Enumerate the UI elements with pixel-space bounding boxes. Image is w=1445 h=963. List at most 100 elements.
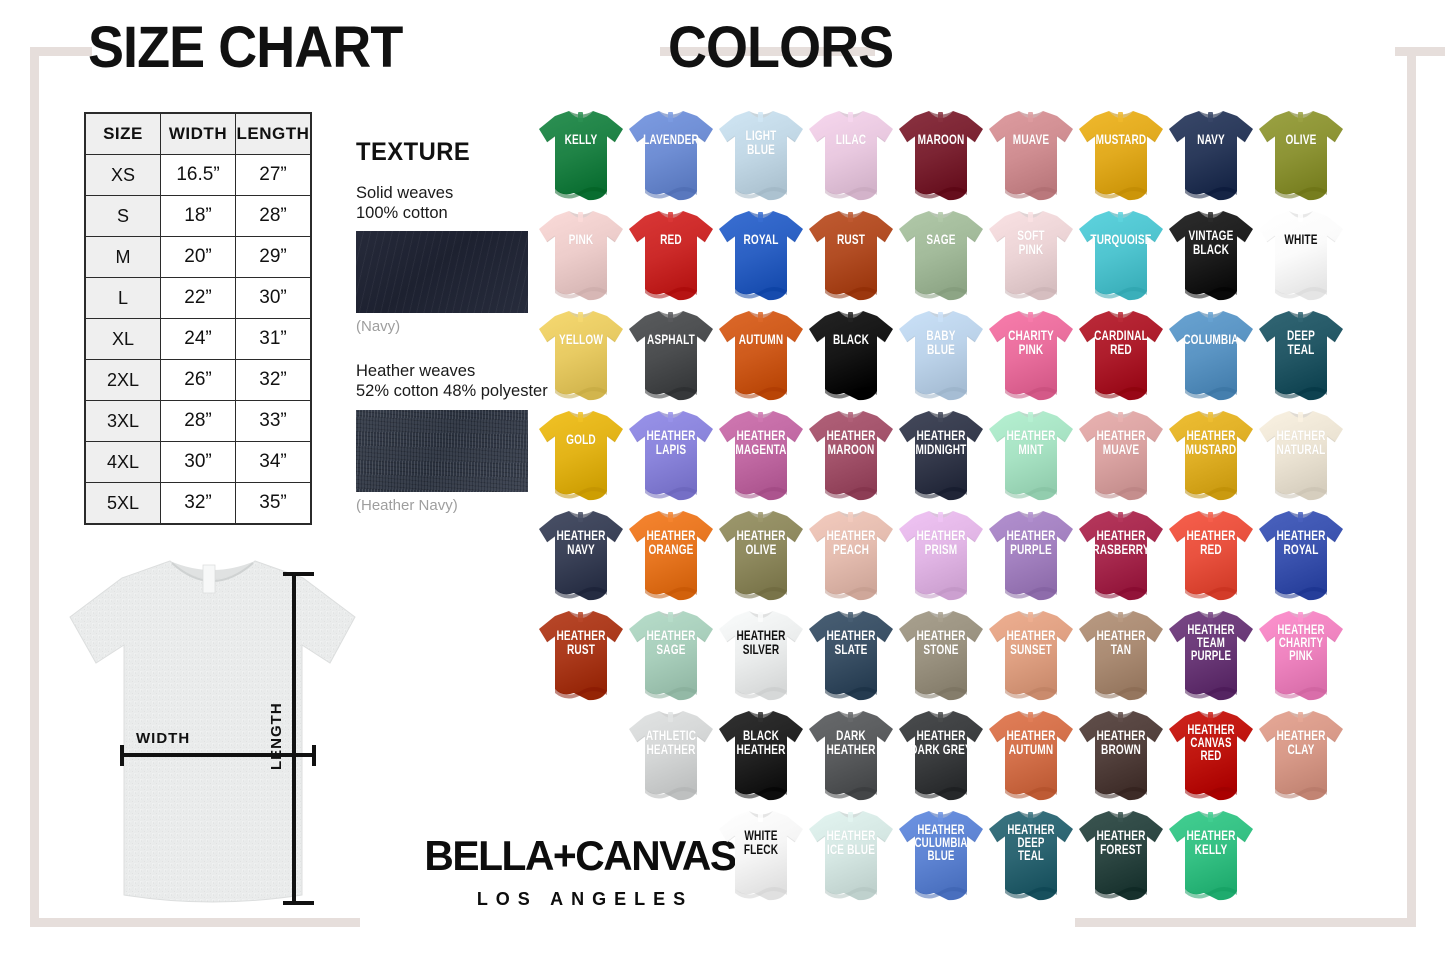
color-swatch-tee[interactable]: HEATHER CULUMBIA BLUE	[896, 805, 986, 905]
color-swatch-tee[interactable]: SAGE	[896, 205, 986, 305]
color-swatch-tee[interactable]: AUTUMN	[716, 305, 806, 405]
color-swatch-tee[interactable]: HEATHER MINT	[986, 405, 1076, 505]
page-title-size-chart: SIZE CHART	[88, 15, 403, 80]
color-swatch-tee[interactable]: GOLD	[536, 405, 626, 505]
brand-name: BELLA+CANVAS®	[381, 832, 788, 880]
color-swatch-tee[interactable]: HEATHER OLIVE	[716, 505, 806, 605]
color-swatch-tee[interactable]: ATHLETIC HEATHER	[626, 705, 716, 805]
color-swatch-tee[interactable]: HEATHER DARK GREY	[896, 705, 986, 805]
color-swatch-tee[interactable]: COLUMBIA	[1166, 305, 1256, 405]
color-row: KELLY LAVENDER LIGHT BLUE	[536, 105, 1436, 205]
frame-corner-top-right	[1395, 47, 1445, 56]
color-swatch-tee[interactable]: BLACK	[806, 305, 896, 405]
color-swatch-tee[interactable]: OLIVE	[1256, 105, 1346, 205]
texture-panel: TEXTURE Solid weaves 100% cotton (Navy) H…	[356, 138, 556, 514]
color-swatch-tee[interactable]: HEATHER ORANGE	[626, 505, 716, 605]
color-swatch-tee[interactable]: HEATHER SAGE	[626, 605, 716, 705]
color-swatch-tee[interactable]: HEATHER FOREST	[1076, 805, 1166, 905]
table-row: S 18” 28”	[84, 195, 312, 237]
color-swatch-tee[interactable]: HEATHER MIDNIGHT	[896, 405, 986, 505]
color-swatch-tee[interactable]: HEATHER LAPIS	[626, 405, 716, 505]
cell-width: 20”	[160, 236, 236, 278]
cell-width: 32”	[160, 482, 236, 525]
solid-weave-description: Solid weaves 100% cotton	[356, 184, 454, 223]
color-swatch-tee[interactable]: TURQUOISE	[1076, 205, 1166, 305]
frame-right-border	[1407, 47, 1416, 927]
color-swatch-tee[interactable]: HEATHER KELLY	[1166, 805, 1256, 905]
color-swatch-tee[interactable]: ROYAL	[716, 205, 806, 305]
color-swatch-tee[interactable]: HEATHER MUSTARD	[1166, 405, 1256, 505]
table-row: L 22” 30”	[84, 277, 312, 319]
cell-length: 34”	[235, 441, 312, 483]
color-swatch-tee[interactable]: HEATHER PRISM	[896, 505, 986, 605]
color-swatch-tee[interactable]: HEATHER CHARITY PINK	[1256, 605, 1346, 705]
color-swatch-tee[interactable]: CARDINAL RED	[1076, 305, 1166, 405]
color-swatch-tee[interactable]: ASPHALT	[626, 305, 716, 405]
color-swatch-tee[interactable]: RUST	[806, 205, 896, 305]
color-swatch-tee[interactable]: CHARITY PINK	[986, 305, 1076, 405]
color-swatch-tee[interactable]: HEATHER RUST	[536, 605, 626, 705]
color-swatch-tee[interactable]: YELLOW	[536, 305, 626, 405]
color-swatch-tee[interactable]: LIGHT BLUE	[716, 105, 806, 205]
heather-weave-swatch	[356, 409, 528, 492]
color-swatch-tee[interactable]: HEATHER RED	[1166, 505, 1256, 605]
color-swatch-tee[interactable]: HEATHER DEEP TEAL	[986, 805, 1076, 905]
color-swatch-tee[interactable]: LAVENDER	[626, 105, 716, 205]
frame-left-border	[30, 47, 39, 927]
color-row: PINK RED ROYAL	[536, 205, 1436, 305]
color-swatch-tee[interactable]: WHITE	[1256, 205, 1346, 305]
column-header-length: LENGTH	[235, 112, 312, 155]
cell-length: 27”	[235, 154, 312, 196]
color-swatch-tee[interactable]: HEATHER CLAY	[1256, 705, 1346, 805]
measurement-diagram-shirt	[62, 545, 362, 930]
color-swatch-tee[interactable]: HEATHER SUNSET	[986, 605, 1076, 705]
cell-size: 2XL	[84, 359, 161, 401]
color-swatch-tee[interactable]: HEATHER MAROON	[806, 405, 896, 505]
color-swatch-tee[interactable]: HEATHER RASBERRY	[1076, 505, 1166, 605]
color-swatch-grid: KELLY LAVENDER LIGHT BLUE	[536, 105, 1436, 905]
cell-size: XL	[84, 318, 161, 360]
color-row: ATHLETIC HEATHER BLACK HEATHER	[536, 705, 1436, 805]
cell-length: 33”	[235, 400, 312, 442]
color-swatch-tee[interactable]: BLACK HEATHER	[716, 705, 806, 805]
color-swatch-tee[interactable]: VINTAGE BLACK	[1166, 205, 1256, 305]
color-swatch-tee[interactable]: HEATHER STONE	[896, 605, 986, 705]
color-swatch-tee[interactable]: MUSTARD	[1076, 105, 1166, 205]
color-swatch-tee[interactable]: HEATHER NAVY	[536, 505, 626, 605]
color-swatch-tee[interactable]: PINK	[536, 205, 626, 305]
color-swatch-tee[interactable]: LILAC	[806, 105, 896, 205]
color-row: WHITE FLECK HEATHER ICE BLUE H	[536, 805, 1436, 905]
solid-weave-caption: (Navy)	[356, 318, 401, 336]
cell-size: L	[84, 277, 161, 319]
color-swatch-tee[interactable]: DEEP TEAL	[1256, 305, 1346, 405]
color-swatch-tee[interactable]: RED	[626, 205, 716, 305]
color-swatch-tee[interactable]: HEATHER MAGENTA	[716, 405, 806, 505]
color-swatch-tee[interactable]: DARK HEATHER	[806, 705, 896, 805]
color-swatch-tee[interactable]: HEATHER SLATE	[806, 605, 896, 705]
color-swatch-tee[interactable]: HEATHER CANVAS RED	[1166, 705, 1256, 805]
color-swatch-tee[interactable]: HEATHER PURPLE	[986, 505, 1076, 605]
color-swatch-tee[interactable]: HEATHER NATURAL	[1256, 405, 1346, 505]
color-swatch-tee[interactable]: NAVY	[1166, 105, 1256, 205]
color-swatch-tee[interactable]: KELLY	[536, 105, 626, 205]
color-swatch-tee[interactable]: WHITE FLECK	[716, 805, 806, 905]
color-swatch-tee[interactable]: SOFT PINK	[986, 205, 1076, 305]
color-row: HEATHER NAVY HEATHER ORANGE HE	[536, 505, 1436, 605]
cell-length: 35”	[235, 482, 312, 525]
color-swatch-tee[interactable]: BABY BLUE	[896, 305, 986, 405]
cell-length: 29”	[235, 236, 312, 278]
color-swatch-tee[interactable]: HEATHER ROYAL	[1256, 505, 1346, 605]
page-title-colors: COLORS	[668, 15, 894, 80]
color-swatch-tee[interactable]: HEATHER TEAM PURPLE	[1166, 605, 1256, 705]
color-swatch-tee[interactable]: HEATHER BROWN	[1076, 705, 1166, 805]
color-swatch-tee[interactable]: MAROON	[896, 105, 986, 205]
cell-width: 26”	[160, 359, 236, 401]
color-swatch-tee[interactable]: HEATHER AUTUMN	[986, 705, 1076, 805]
color-swatch-tee[interactable]: HEATHER TAN	[1076, 605, 1166, 705]
color-swatch-tee[interactable]: HEATHER MUAVE	[1076, 405, 1166, 505]
color-swatch-tee[interactable]: HEATHER PEACH	[806, 505, 896, 605]
frame-corner-top-left	[30, 47, 92, 56]
color-swatch-tee[interactable]: MUAVE	[986, 105, 1076, 205]
color-swatch-tee[interactable]: HEATHER SILVER	[716, 605, 806, 705]
color-swatch-tee[interactable]: HEATHER ICE BLUE	[806, 805, 896, 905]
